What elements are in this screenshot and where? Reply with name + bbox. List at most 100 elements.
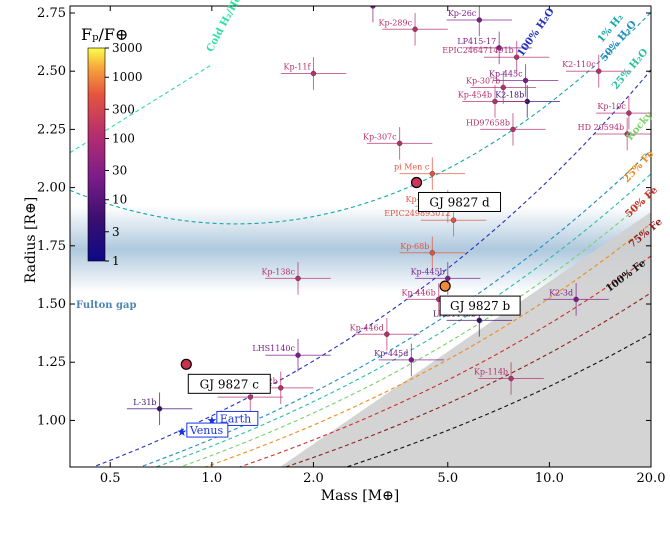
- highlighted-planet-name: GJ 9827 d: [429, 195, 490, 209]
- planet-point: [573, 296, 579, 303]
- planet-point: [408, 357, 415, 363]
- composition-curve: [203, 222, 651, 467]
- planet-label: Kp-445b: [411, 267, 445, 276]
- highlighted-planet-callout: [187, 373, 271, 394]
- planet-label: pi Men c: [394, 163, 430, 172]
- solar-planet-marker: ★: [176, 425, 187, 439]
- colorbar-tick-label: 3000: [112, 41, 143, 55]
- planet-label: Kp-445d: [374, 349, 408, 358]
- fulton-gap-band: [70, 206, 651, 293]
- solar-system-planets: ★ Earth★ Venus: [176, 410, 259, 439]
- planet-point: [429, 250, 436, 256]
- planet-point: [476, 317, 483, 324]
- planet-point: [510, 126, 516, 133]
- planet-label: Kp-68b: [400, 242, 429, 251]
- planet-label: Kp-307b: [466, 76, 500, 85]
- colorbar: Fₚ/F⊕ 3000 1000 300 100 30 10 3 1: [81, 25, 143, 268]
- x-tick-label: 10.0: [535, 471, 564, 486]
- planet-point: [429, 170, 436, 177]
- highlighted-planet-name: GJ 9827 c: [200, 377, 260, 391]
- planet-point: [156, 406, 163, 412]
- planet-label: Kp-307c: [363, 132, 397, 141]
- planet-point: [370, 6, 376, 9]
- colorbar-title: Fₚ/F⊕: [81, 25, 128, 44]
- planet-point: [500, 84, 506, 91]
- composition-curve-label: 100% H₂O: [516, 6, 558, 59]
- composition-curve: [91, 69, 651, 467]
- x-tick-label: 5.0: [437, 471, 458, 486]
- highlighted-planet-callout: [418, 191, 502, 212]
- planet-point: [513, 54, 520, 60]
- composition-curve: [138, 149, 651, 467]
- planet-label: Kp-445c: [489, 70, 523, 79]
- planet-point: [522, 77, 529, 84]
- planet-label: K2-110c: [562, 60, 596, 69]
- planet-label: Kp-26c: [448, 9, 477, 18]
- planet-point: [247, 394, 254, 400]
- solar-planet-marker: ★: [206, 413, 217, 427]
- planet-label: HD97658b: [466, 118, 510, 127]
- planet-label: LP415-17: [457, 37, 496, 46]
- planet-point: [492, 98, 498, 105]
- y-axis-label: Radius [R⊕]: [23, 197, 39, 284]
- planet-label: HD 20594b: [578, 123, 625, 132]
- planet-point: [396, 140, 403, 147]
- composition-curve-label: 25% H₂O: [610, 47, 650, 92]
- planet-label: Kp-138c: [261, 267, 295, 276]
- fulton-gap-label: Fulton gap: [76, 300, 137, 311]
- planet-point: [624, 131, 630, 137]
- y-tick-label: 1.75: [37, 239, 66, 254]
- colorbar-tick-label: 100: [112, 131, 135, 145]
- colorbar-tick-label: 300: [112, 102, 135, 116]
- colorbar-tick-label: 1: [112, 254, 120, 268]
- composition-curve: [178, 194, 651, 467]
- plot-frame: [69, 5, 652, 468]
- planet-label: Kp-114b: [474, 368, 508, 377]
- planet-label: Kp-446d: [350, 323, 384, 332]
- planet-label: Kp-26b: [341, 0, 370, 4]
- x-tick-label: 0.5: [100, 471, 121, 486]
- planet-label: Kp-289c: [379, 18, 413, 27]
- x-axis-label: Mass [M⊕]: [321, 488, 400, 504]
- planet-point: [295, 275, 301, 282]
- planet-label: EPIC249893012: [384, 209, 450, 218]
- planet-point: [476, 17, 483, 23]
- composition-curves: [70, 12, 651, 467]
- colorbar-tick-label: 10: [112, 193, 127, 207]
- x-tick-label: 20.0: [637, 471, 666, 486]
- planet-label: LHS1140c: [252, 344, 295, 353]
- highlighted-planet-callout: [439, 295, 521, 316]
- solar-planet-box: [216, 410, 259, 426]
- y-tick-label: 1.00: [37, 413, 66, 428]
- y-tick-label: 1.50: [37, 297, 66, 312]
- planet-point: [626, 110, 632, 116]
- highlighted-planet-point: [410, 176, 423, 189]
- solar-planet-name: Venus: [189, 424, 224, 437]
- planet-point: [384, 331, 390, 337]
- colorbar-tick-label: 3: [112, 225, 120, 239]
- highlighted-planets: GJ 9827 d GJ 9827 b GJ 9827 c: [180, 176, 521, 394]
- planet-label: K2-3d: [549, 288, 573, 297]
- colorbar-tick-label: 1000: [112, 70, 143, 84]
- planet-point: [310, 70, 317, 77]
- y-tick-label: 2.50: [37, 64, 66, 79]
- y-tick-label: 2.25: [37, 122, 66, 137]
- planet-point: [278, 385, 284, 391]
- planet-label: Kp-454b: [458, 90, 492, 99]
- y-tick-label: 2.75: [37, 6, 66, 21]
- planet-point: [596, 68, 602, 74]
- axis-ticks: 0.5 1.0 2.0 5.0 10.0 20.0 1.00 1.25 1.50 1.75 2.00…: [37, 6, 665, 486]
- planet-label: EPIC246471491b: [442, 46, 513, 55]
- x-tick-label: 2.0: [303, 471, 324, 486]
- composition-curve-label: Cold H₂/He: [205, 0, 244, 54]
- composition-curve: [70, 12, 651, 225]
- planet-label: L-31b: [133, 398, 156, 407]
- composition-curve: [154, 173, 651, 467]
- planet-label: K2-18b: [495, 90, 524, 99]
- y-tick-label: 1.25: [37, 355, 66, 370]
- planet-label: Kp-11f: [284, 63, 312, 72]
- solar-planet-box: [186, 422, 229, 438]
- planet-point: [496, 45, 502, 51]
- highlighted-planet-name: GJ 9827 b: [450, 299, 511, 313]
